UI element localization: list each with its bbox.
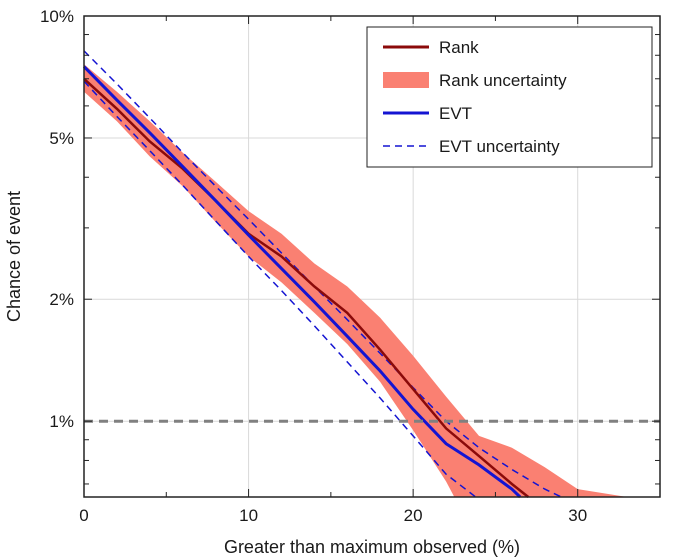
plot-frame xyxy=(83,15,661,498)
legend-box xyxy=(366,26,653,168)
evt-line xyxy=(82,65,522,499)
legend-swatch-band xyxy=(383,72,429,88)
tick-labels: 0 10 20 30 1% 2% 5% 10% xyxy=(40,7,587,525)
series-group xyxy=(82,50,562,499)
y-axis-title: Chance of event xyxy=(4,191,24,322)
legend-entry: Rank uncertainty xyxy=(383,71,567,90)
legend-label: EVT uncertainty xyxy=(439,137,560,156)
x-tick-label: 30 xyxy=(568,506,587,525)
legend: Rank Rank uncertainty EVT EVT uncertainty xyxy=(366,26,653,168)
x-tick-label: 0 xyxy=(79,506,88,525)
y-tick-label: 2% xyxy=(49,290,74,309)
y-tick-label: 1% xyxy=(49,412,74,431)
evt-uncertainty-lower-line xyxy=(83,80,477,498)
x-tick-label: 10 xyxy=(239,506,258,525)
x-axis-title: Greater than maximum observed (%) xyxy=(224,537,520,557)
axis-ticks xyxy=(83,15,661,497)
legend-label: Rank xyxy=(439,38,479,57)
legend-label: EVT xyxy=(439,104,472,123)
y-tick-label: 10% xyxy=(40,7,74,26)
legend-entry: EVT uncertainty xyxy=(383,137,560,156)
legend-label: Rank uncertainty xyxy=(439,71,567,90)
rank-line xyxy=(83,77,530,498)
x-tick-label: 20 xyxy=(404,506,423,525)
legend-entry: EVT xyxy=(383,104,472,123)
y-tick-label: 5% xyxy=(49,129,74,148)
evt-uncertainty-upper-line xyxy=(83,50,562,498)
legend-entry: Rank xyxy=(383,38,479,57)
